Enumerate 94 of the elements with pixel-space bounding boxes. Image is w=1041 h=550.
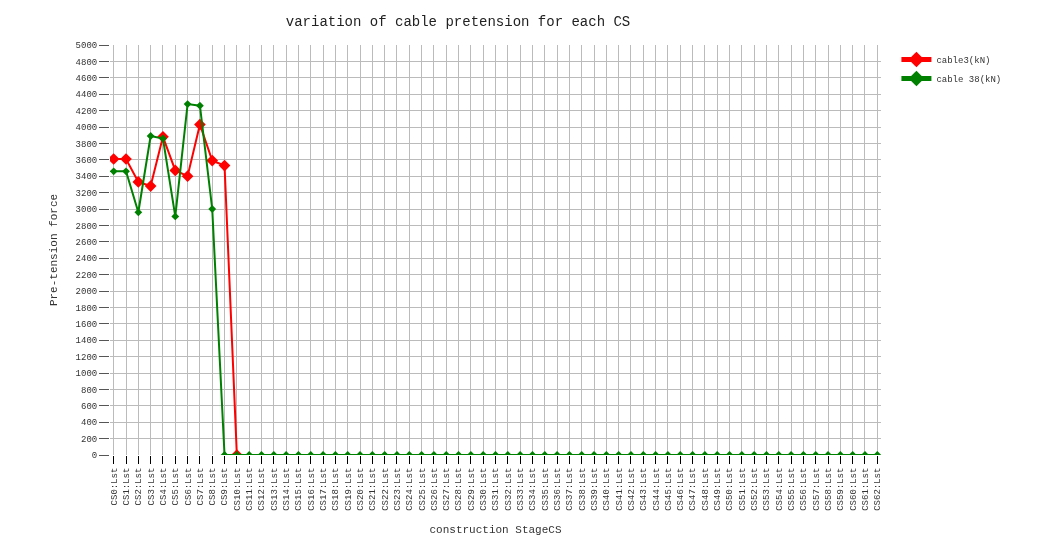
x-tick-label: CS1:Lst [121, 467, 132, 506]
x-tick-label: CS44:Lst [651, 467, 662, 511]
x-tick-label: CS14:Lst [282, 467, 293, 511]
x-tick-label: CS55:Lst [787, 467, 798, 511]
x-tick-label: CS18:Lst [331, 467, 342, 511]
x-tick-label: CS24:Lst [405, 467, 416, 511]
y-tick-label: 3600 [75, 155, 98, 166]
y-tick-label: 1200 [75, 352, 98, 363]
x-tick-label: CS50:Lst [725, 467, 736, 511]
y-tick-label: 2200 [75, 270, 98, 281]
x-tick-label: CS46:Lst [676, 467, 687, 511]
x-tick-label: CS19:Lst [343, 467, 354, 511]
y-tick-label: 4200 [75, 106, 98, 117]
x-tick-label: CS62:Lst [873, 467, 884, 511]
x-tick-label: CS26:Lst [429, 467, 440, 511]
x-tick-label: CS3:Lst [146, 467, 157, 506]
x-tick-label: CS17:Lst [318, 467, 329, 511]
x-tick-label: CS21:Lst [368, 467, 379, 511]
y-axis-title: Pre-tension force [48, 193, 61, 307]
x-tick-label: CS4:Lst [158, 467, 169, 506]
y-tick-label: 200 [81, 434, 98, 445]
x-tick-label: CS16:Lst [306, 467, 317, 511]
x-tick-label: CS39:Lst [589, 467, 600, 511]
x-tick-label: CS61:Lst [860, 467, 871, 511]
y-tick-label: 4800 [75, 57, 98, 68]
x-tick-label: CS2:Lst [134, 467, 145, 506]
x-tick-label: CS25:Lst [417, 467, 428, 511]
x-tick-label: CS30:Lst [479, 467, 490, 511]
x-tick-label: CS54:Lst [774, 467, 785, 511]
x-tick-label: CS47:Lst [688, 467, 699, 511]
x-tick-label: CS13:Lst [269, 467, 280, 511]
y-tick-label: 800 [81, 385, 98, 396]
x-tick-label: CS41:Lst [614, 467, 625, 511]
x-tick-label: CS53:Lst [762, 467, 773, 511]
x-tick-label: CS15:Lst [294, 467, 305, 511]
x-tick-label: CS56:Lst [799, 467, 810, 511]
x-tick-label: CS59:Lst [836, 467, 847, 511]
x-tick-label: CS12:Lst [257, 467, 268, 511]
x-tick-label: CS35:Lst [540, 467, 551, 511]
x-tick-label: CS27:Lst [442, 467, 453, 511]
x-tick-label: CS6:Lst [183, 467, 194, 506]
chart-title: variation of cable pretension for each CS [285, 14, 631, 31]
y-tick-label: 400 [81, 418, 98, 429]
x-tick-label: CS58:Lst [823, 467, 834, 511]
x-tick-label: CS43:Lst [639, 467, 650, 511]
y-tick-label: 3200 [75, 188, 98, 199]
legend-label: cable 38(kN) [936, 75, 1002, 86]
y-tick-label: 5000 [75, 41, 98, 52]
y-tick-label: 4600 [75, 73, 98, 84]
y-tick-label: 1000 [75, 369, 98, 380]
y-tick-label: 3800 [75, 139, 98, 150]
x-tick-label: CS8:Lst [208, 467, 219, 506]
x-tick-label: CS33:Lst [516, 467, 527, 511]
y-tick-label: 2800 [75, 221, 98, 232]
y-tick-label: 4000 [75, 123, 98, 134]
x-tick-label: CS45:Lst [663, 467, 674, 511]
x-tick-label: CS49:Lst [713, 467, 724, 511]
x-tick-label: CS11:Lst [245, 467, 256, 511]
y-tick-label: 2000 [75, 287, 98, 298]
x-tick-label: CS32:Lst [503, 467, 514, 511]
y-tick-label: 1800 [75, 303, 98, 314]
x-tick-label: CS29:Lst [466, 467, 477, 511]
y-tick-label: 4400 [75, 90, 98, 101]
x-tick-label: CS60:Lst [848, 467, 859, 511]
x-tick-label: CS23:Lst [392, 467, 403, 511]
x-tick-label: CS42:Lst [626, 467, 637, 511]
x-tick-label: CS0:Lst [109, 467, 120, 506]
x-tick-label: CS37:Lst [565, 467, 576, 511]
x-tick-label: CS36:Lst [553, 467, 564, 511]
x-tick-label: CS10:Lst [232, 467, 243, 511]
x-tick-label: CS20:Lst [355, 467, 366, 511]
y-tick-label: 0 [91, 451, 98, 462]
x-tick-label: CS40:Lst [602, 467, 613, 511]
x-tick-label: CS57:Lst [811, 467, 822, 511]
x-tick-label: CS52:Lst [750, 467, 761, 511]
y-tick-label: 600 [81, 401, 98, 412]
x-tick-label: CS51:Lst [737, 467, 748, 511]
y-tick-label: 2400 [75, 254, 98, 265]
x-tick-label: CS38:Lst [577, 467, 588, 511]
y-tick-label: 3400 [75, 172, 98, 183]
y-tick-label: 3000 [75, 205, 98, 216]
y-tick-label: 1600 [75, 319, 98, 330]
x-axis-title: construction StageCS [429, 524, 562, 537]
x-tick-label: CS5:Lst [171, 467, 182, 506]
x-tick-label: CS48:Lst [700, 467, 711, 511]
x-tick-label: CS31:Lst [491, 467, 502, 511]
x-tick-label: CS22:Lst [380, 467, 391, 511]
x-tick-label: CS34:Lst [528, 467, 539, 511]
y-tick-label: 1400 [75, 336, 98, 347]
x-tick-label: CS28:Lst [454, 467, 465, 511]
legend-label: cable3(kN) [936, 56, 991, 67]
x-tick-label: CS7:Lst [195, 467, 206, 506]
x-tick-label: CS9:Lst [220, 467, 231, 506]
y-tick-label: 2600 [75, 237, 98, 248]
